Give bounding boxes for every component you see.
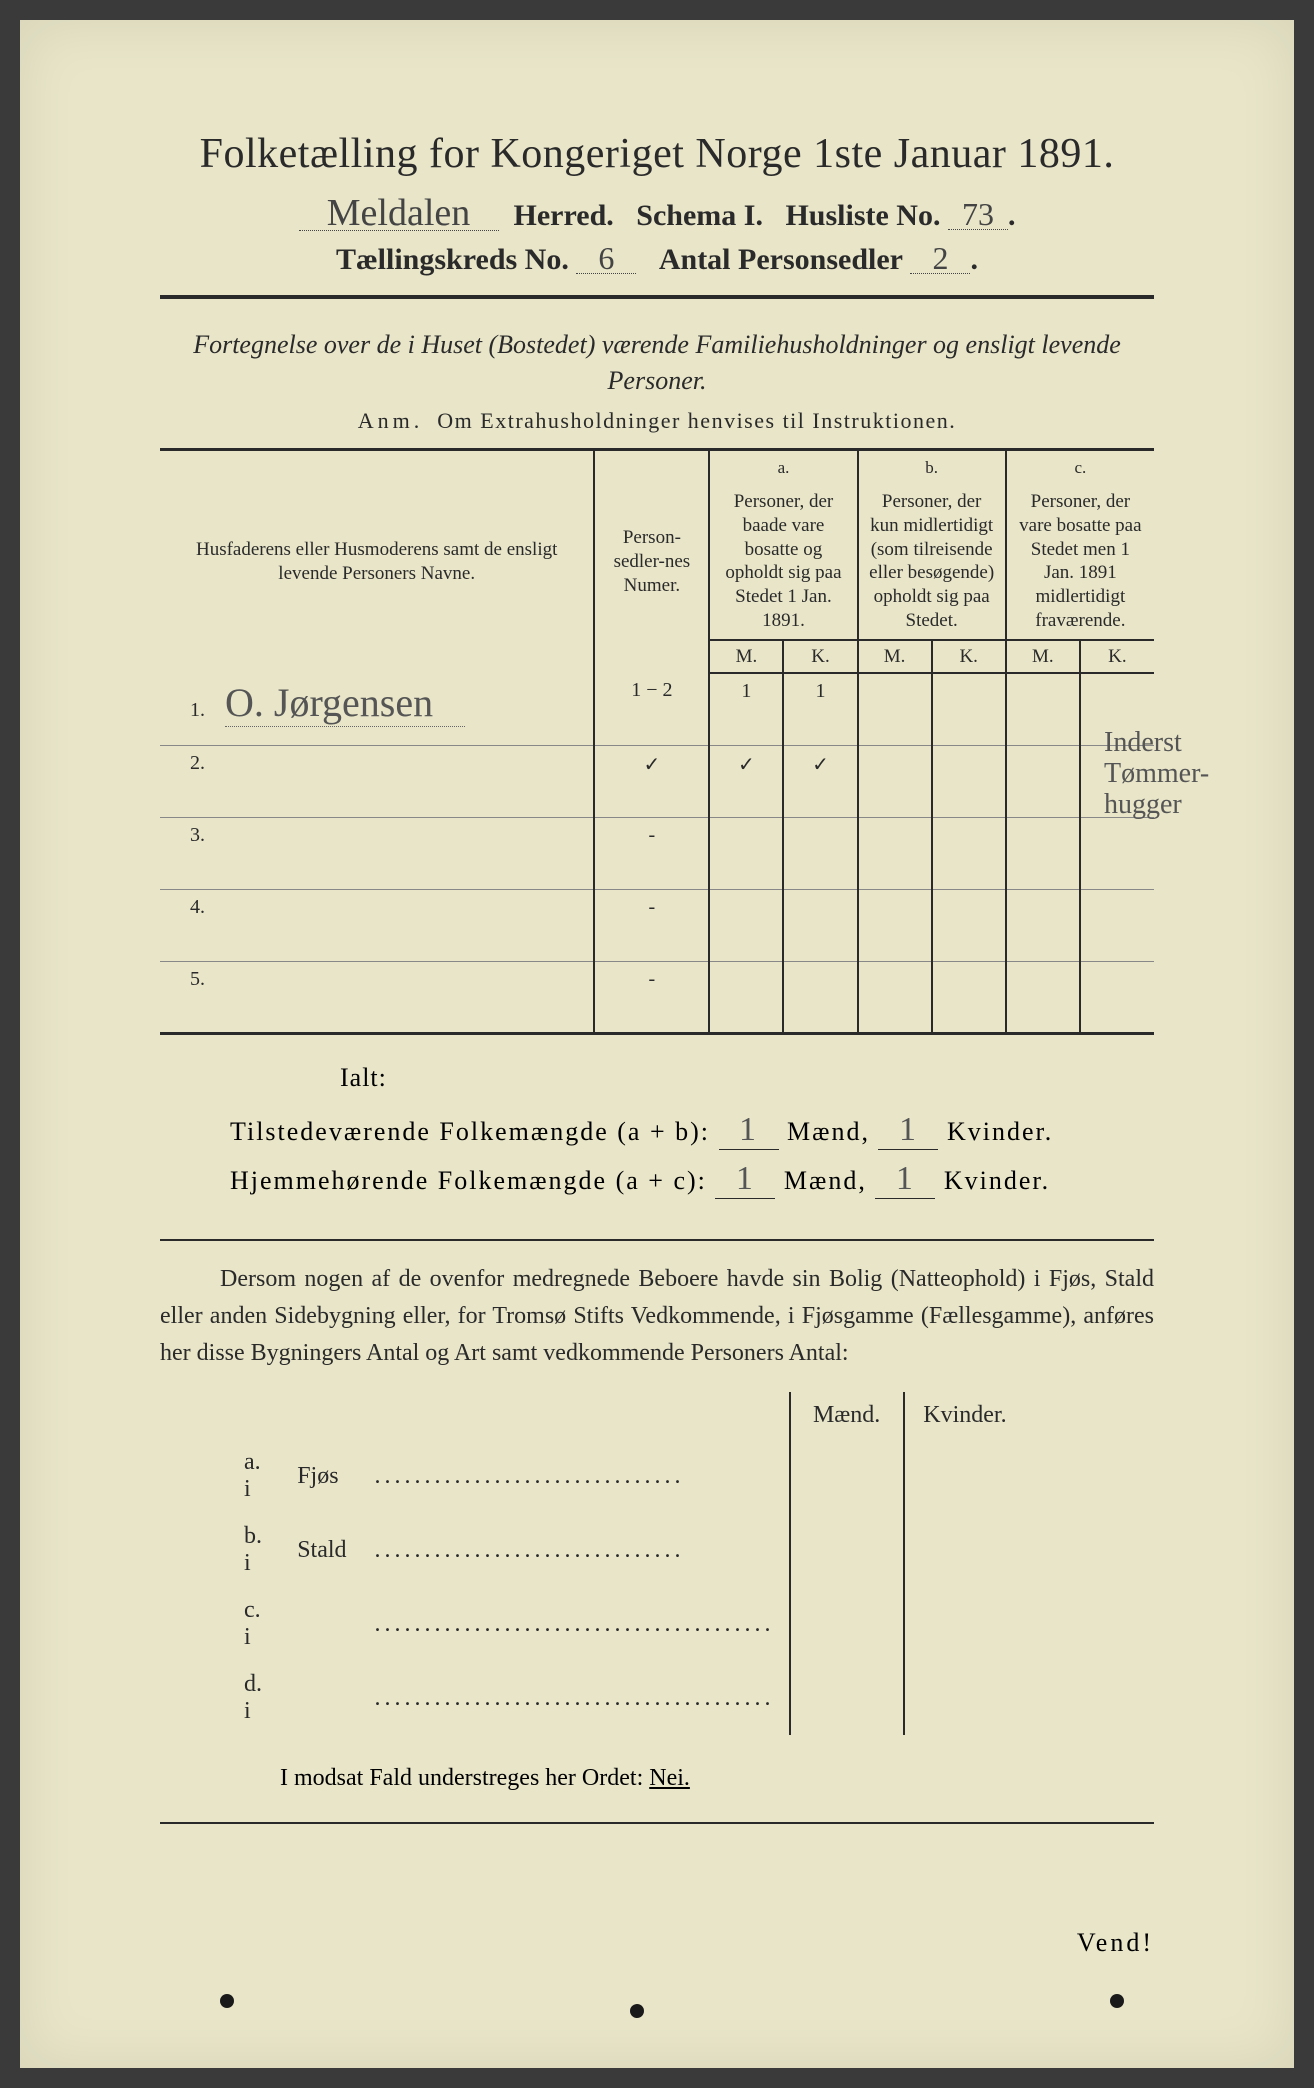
table-row: 4. - <box>160 889 1154 961</box>
col-names-header: Husfaderens eller Husmoderens samt de en… <box>160 449 594 673</box>
col-c-k: K. <box>1080 640 1154 674</box>
census-form-page: Folketælling for Kongeriget Norge 1ste J… <box>20 20 1294 2068</box>
header-line-3: Tællingskreds No. 6 Antal Personsedler 2… <box>160 243 1154 277</box>
husliste-no: 73 <box>948 200 1008 230</box>
bldg-row: d. i ...................................… <box>230 1661 1025 1735</box>
col-c-top: c. <box>1006 449 1154 484</box>
col-a-m: M. <box>709 640 783 674</box>
building-table: Mænd. Kvinder. a. i Fjøs ...............… <box>230 1392 1025 1735</box>
building-paragraph: Dersom nogen af de ovenfor medregnede Be… <box>160 1261 1154 1373</box>
table-row: 3. - <box>160 817 1154 889</box>
page-title: Folketælling for Kongeriget Norge 1ste J… <box>160 130 1154 178</box>
bldg-kvinder-header: Kvinder. <box>904 1392 1025 1439</box>
col-b-k: K. <box>932 640 1006 674</box>
herred-value: Meldalen <box>299 196 499 231</box>
main-table: Husfaderens eller Husmoderens samt de en… <box>160 448 1154 1035</box>
nei-word: Nei. <box>649 1765 690 1791</box>
sum-line-2: Hjemmehørende Folkemængde (a + c): 1 Mæn… <box>230 1160 1154 1199</box>
margin-note: Inderst Tømmer-hugger <box>1104 728 1234 820</box>
ialt-label: Ialt: <box>340 1063 1154 1093</box>
header-line-2: Meldalen Herred. Schema I. Husliste No. … <box>160 196 1154 233</box>
anm-line: Anm. Om Extrahusholdninger henvises til … <box>160 408 1154 434</box>
ink-dot <box>1110 1994 1124 2008</box>
ink-dot <box>220 1994 234 2008</box>
sum2-k: 1 <box>875 1160 935 1199</box>
col-a-header: Personer, der baade vare bosatte og opho… <box>709 484 857 640</box>
anm-text: Om Extrahusholdninger henvises til Instr… <box>437 408 956 433</box>
bldg-maend-header: Mænd. <box>790 1392 904 1439</box>
bldg-row: b. i Stald .............................… <box>230 1513 1025 1587</box>
rule-1 <box>160 295 1154 299</box>
nei-line: I modsat Fald understreges her Ordet: Ne… <box>280 1765 1154 1792</box>
bldg-row: a. i Fjøs ..............................… <box>230 1439 1025 1513</box>
ink-dot <box>630 2004 644 2018</box>
sum2-m: 1 <box>715 1160 775 1199</box>
col-b-header: Personer, der kun midlertidigt (som tilr… <box>858 484 1006 640</box>
kreds-label: Tællingskreds No. <box>336 243 569 276</box>
table-row: 2. ✓ ✓ ✓ <box>160 745 1154 817</box>
herred-label: Herred. <box>514 199 614 232</box>
antal-no: 2 <box>910 244 970 274</box>
sum1-m: 1 <box>719 1111 779 1150</box>
col-b-top: b. <box>858 449 1006 484</box>
table-row: 1. O. Jørgensen 1 − 2 1 1 <box>160 673 1154 745</box>
subtitle: Fortegnelse over de i Huset (Bostedet) v… <box>160 327 1154 400</box>
rule-3 <box>160 1822 1154 1824</box>
table-row: 5. - <box>160 961 1154 1033</box>
sum1-k: 1 <box>878 1111 938 1150</box>
husliste-label: Husliste No. <box>785 199 940 232</box>
antal-label: Antal Personsedler <box>659 243 903 276</box>
col-a-k: K. <box>783 640 857 674</box>
anm-prefix: Anm. <box>358 408 424 433</box>
table-body: 1. O. Jørgensen 1 − 2 1 1 2. ✓ ✓ ✓ 3. - … <box>160 673 1154 1033</box>
col-b-m: M. <box>858 640 932 674</box>
col-c-m: M. <box>1006 640 1080 674</box>
kreds-no: 6 <box>576 244 636 274</box>
col-a-top: a. <box>709 449 857 484</box>
schema-label: Schema I. <box>636 199 763 232</box>
sum-line-1: Tilstedeværende Folkemængde (a + b): 1 M… <box>230 1111 1154 1150</box>
col-c-header: Personer, der vare bosatte paa Stedet me… <box>1006 484 1154 640</box>
bldg-row: c. i ...................................… <box>230 1587 1025 1661</box>
col-numer-header: Person-sedler-nes Numer. <box>594 449 709 673</box>
vend-label: Vend! <box>1077 1928 1154 1958</box>
rule-2 <box>160 1239 1154 1241</box>
